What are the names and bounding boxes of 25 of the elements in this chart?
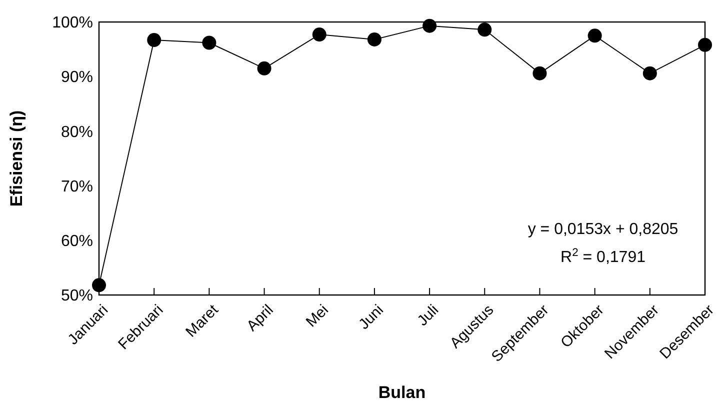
x-axis-title: Bulan [378, 383, 426, 402]
y-tick-label: 70% [60, 178, 93, 196]
y-axis-title: Efisiensi (η) [7, 110, 26, 207]
y-tick-label: 60% [60, 233, 93, 250]
y-tick-label: 80% [60, 124, 93, 141]
point [478, 22, 492, 37]
point [422, 18, 437, 33]
annotation: y = 0,0153x + 0,8205 [528, 221, 678, 238]
point [588, 28, 602, 43]
point [312, 28, 326, 42]
point [642, 66, 657, 80]
x-tick-label: Juli [414, 302, 442, 330]
point [202, 36, 216, 50]
point [257, 61, 272, 76]
point [92, 278, 106, 292]
y-tick-label: 50% [60, 288, 93, 305]
y-tick-label: 90% [60, 69, 93, 86]
point [532, 66, 547, 80]
x-tick-label: Juni [356, 302, 387, 334]
point [698, 38, 712, 52]
x-tick-label: Mei [302, 302, 332, 331]
annotation: R$^{2}$ = 0,1791 [560, 247, 646, 266]
point [367, 32, 382, 46]
y-tick-label: 100% [52, 14, 93, 32]
point [147, 33, 162, 48]
